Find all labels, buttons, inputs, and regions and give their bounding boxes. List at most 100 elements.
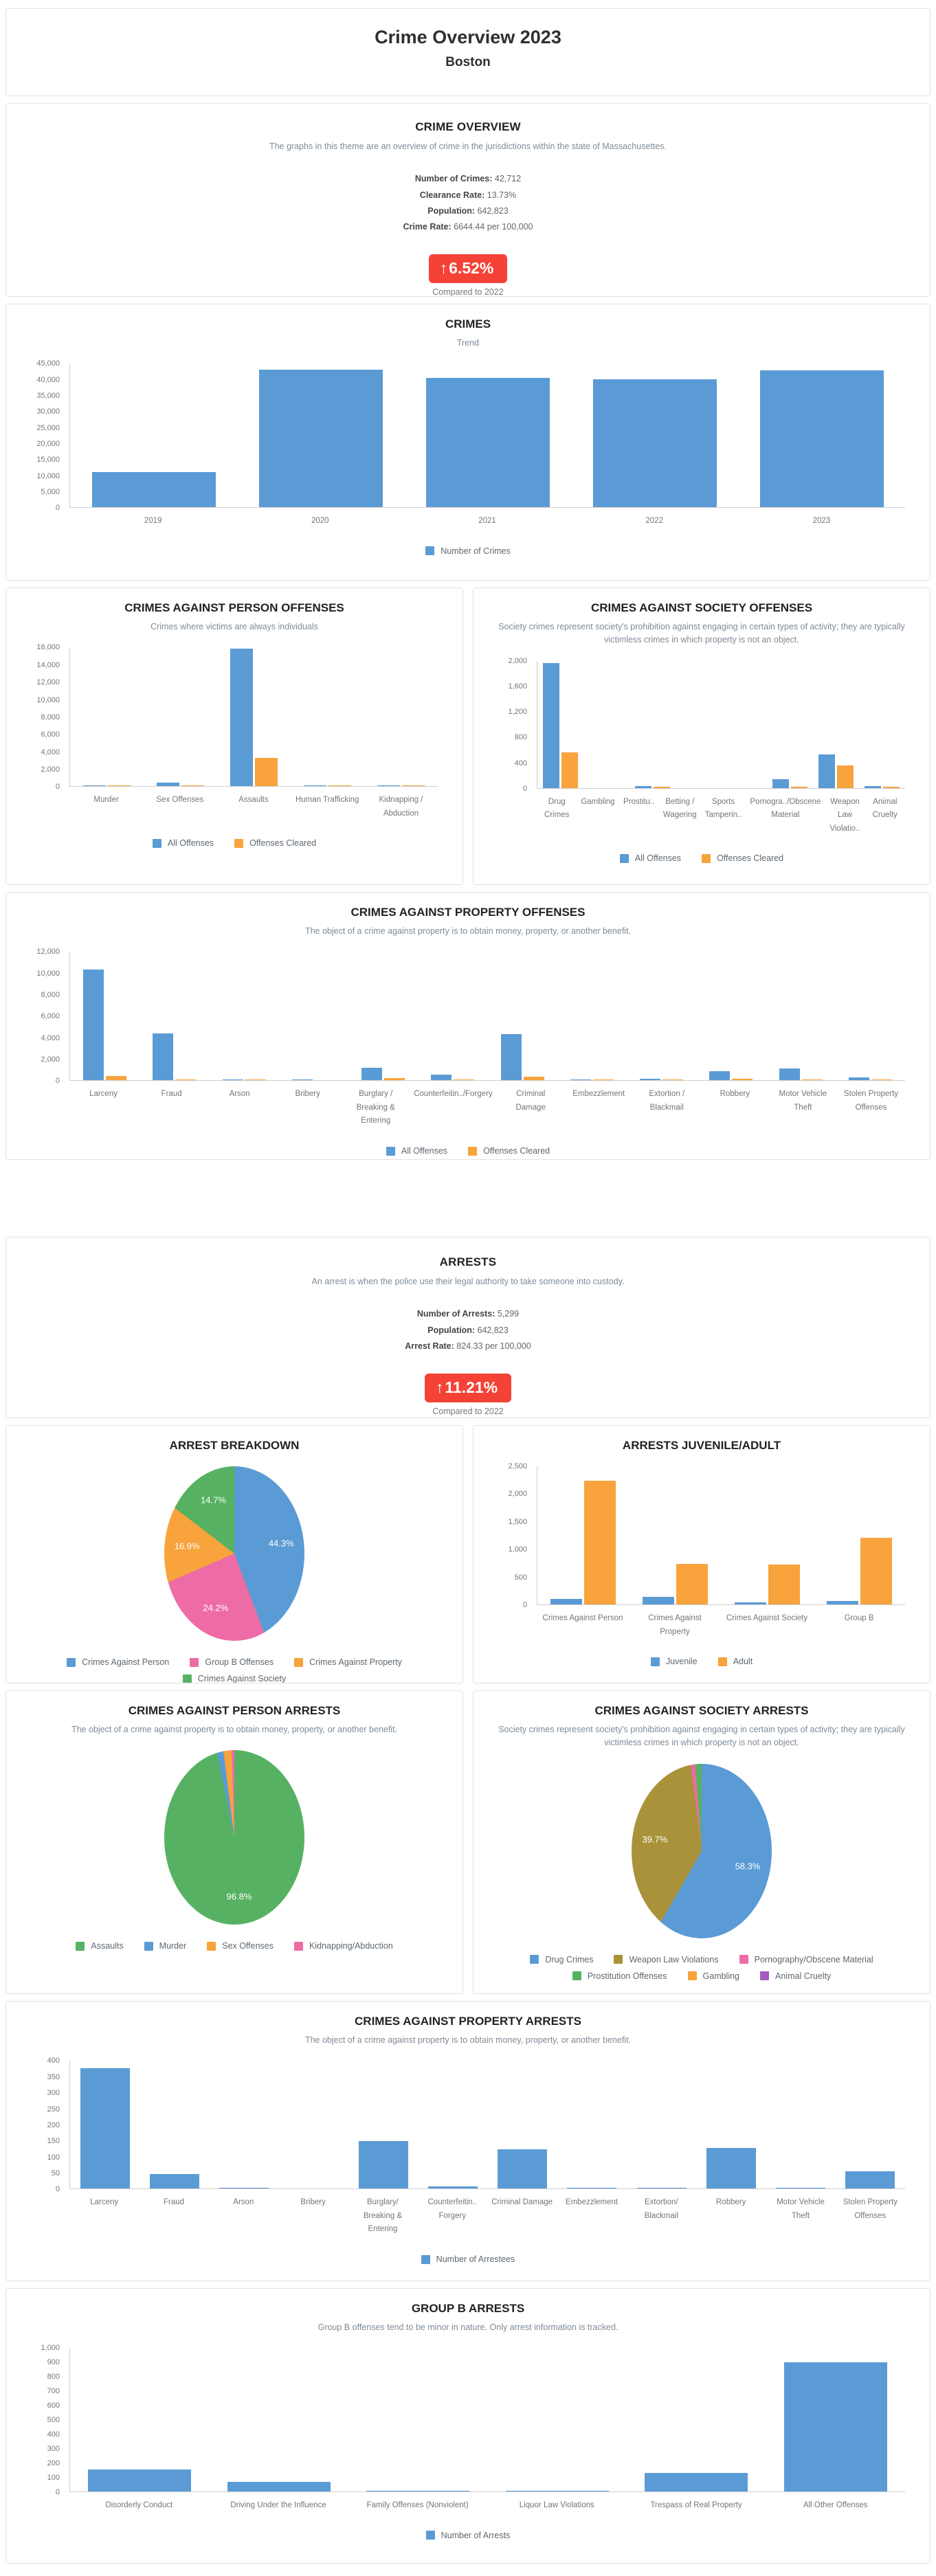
bar-number-of-arrests[interactable] (366, 2490, 470, 2492)
bar-number-of-arrestees[interactable] (845, 2171, 895, 2189)
bar-adult[interactable] (676, 1564, 709, 1604)
bar-adult[interactable] (584, 1480, 616, 1604)
bar-number-of-arrestees[interactable] (219, 2187, 269, 2189)
legend-item-number-of-crimes[interactable]: Number of Crimes (425, 546, 511, 556)
legend-item-gambling[interactable]: Gambling (687, 1971, 739, 1981)
bar-all-offenses[interactable] (772, 779, 790, 788)
bar-offenses-cleared[interactable] (384, 1078, 405, 1081)
bar-juvenile[interactable] (643, 1597, 675, 1604)
bar-offenses-cleared[interactable] (801, 1079, 823, 1081)
bar-offenses-cleared[interactable] (653, 787, 670, 788)
bar-number-of-arrests[interactable] (227, 2481, 331, 2492)
bar-juvenile[interactable] (550, 1598, 583, 1604)
legend-item-group-b-offenses[interactable]: Group B Offenses (190, 1657, 274, 1667)
legend-item-crimes-against-person[interactable]: Crimes Against Person (67, 1657, 169, 1667)
bar-all-offenses[interactable] (634, 785, 651, 788)
legend-item-weapon-law-violations[interactable]: Weapon Law Violations (614, 1955, 719, 1964)
bar-offenses-cleared[interactable] (592, 1079, 614, 1081)
pie-graphic[interactable] (164, 1750, 304, 1925)
bar-offenses-cleared[interactable] (454, 1079, 475, 1081)
bar-offenses-cleared[interactable] (523, 1077, 544, 1081)
legend-item-crimes-against-property[interactable]: Crimes Against Property (294, 1657, 402, 1667)
pie-graphic[interactable] (632, 1763, 772, 1938)
bar-number-of-crimes[interactable] (592, 379, 717, 508)
bar-all-offenses[interactable] (230, 648, 253, 787)
bar-adult[interactable] (768, 1564, 800, 1604)
bar-all-offenses[interactable] (431, 1075, 452, 1081)
legend-item-all-offenses[interactable]: All Offenses (386, 1146, 447, 1156)
bar-offenses-cleared[interactable] (561, 752, 578, 788)
bar-all-offenses[interactable] (361, 1068, 383, 1081)
bar-all-offenses[interactable] (570, 1079, 591, 1081)
bar-number-of-arrests[interactable] (783, 2362, 887, 2492)
bar-number-of-arrestees[interactable] (636, 2187, 687, 2189)
bar-all-offenses[interactable] (377, 785, 400, 787)
bar-all-offenses[interactable] (304, 785, 326, 787)
legend-item-number-of-arrests[interactable]: Number of Arrests (425, 2531, 510, 2540)
legend-item-offenses-cleared[interactable]: Offenses Cleared (468, 1146, 550, 1156)
legend-item-offenses-cleared[interactable]: Offenses Cleared (234, 838, 316, 848)
bar-number-of-crimes[interactable] (759, 370, 884, 508)
pie-chart[interactable]: 58.3% 39.7% (632, 1763, 772, 1938)
bar-number-of-arrests[interactable] (505, 2490, 609, 2492)
bar-number-of-arrestees[interactable] (80, 2068, 130, 2189)
bar-all-offenses[interactable] (157, 783, 179, 787)
bar-offenses-cleared[interactable] (791, 787, 808, 788)
bar-all-offenses[interactable] (709, 1071, 731, 1081)
legend-item-crimes-against-society[interactable]: Crimes Against Society (182, 1674, 286, 1683)
bar-offenses-cleared[interactable] (255, 757, 278, 787)
bar-all-offenses[interactable] (222, 1079, 243, 1081)
bar-offenses-cleared[interactable] (883, 787, 900, 788)
bar-offenses-cleared[interactable] (837, 765, 854, 788)
legend-item-number-of-arrestees[interactable]: Number of Arrestees (421, 2254, 515, 2264)
pie-chart[interactable]: 96.8% (164, 1750, 304, 1925)
bar-offenses-cleared[interactable] (402, 785, 425, 787)
bar-number-of-arrests[interactable] (88, 2469, 192, 2492)
bar-number-of-crimes[interactable] (91, 472, 216, 508)
bar-all-offenses[interactable] (818, 754, 836, 788)
legend-item-offenses-cleared[interactable]: Offenses Cleared (702, 853, 783, 863)
bar-offenses-cleared[interactable] (732, 1079, 753, 1081)
bar-offenses-cleared[interactable] (328, 785, 351, 787)
bar-offenses-cleared[interactable] (106, 1076, 127, 1081)
bar-adult[interactable] (860, 1538, 892, 1604)
bar-all-offenses[interactable] (542, 663, 559, 788)
bar-number-of-arrests[interactable] (645, 2473, 748, 2492)
legend-item-drug-crimes[interactable]: Drug Crimes (530, 1955, 593, 1964)
bar-offenses-cleared[interactable] (245, 1079, 266, 1081)
legend-item-adult[interactable]: Adult (717, 1657, 753, 1666)
bar-number-of-arrestees[interactable] (149, 2174, 199, 2189)
legend-item-prostitution-offenses[interactable]: Prostitution Offenses (572, 1971, 667, 1981)
bar-all-offenses[interactable] (291, 1079, 313, 1081)
bar-number-of-arrestees[interactable] (498, 2149, 548, 2189)
bar-juvenile[interactable] (826, 1601, 858, 1604)
bar-offenses-cleared[interactable] (871, 1079, 892, 1081)
legend-item-sex-offenses[interactable]: Sex Offenses (207, 1941, 274, 1951)
bar-all-offenses[interactable] (83, 785, 106, 787)
legend-item-animal-cruelty[interactable]: Animal Cruelty (760, 1971, 831, 1981)
bar-juvenile[interactable] (734, 1602, 766, 1604)
bar-all-offenses[interactable] (848, 1077, 869, 1081)
bar-all-offenses[interactable] (153, 1033, 174, 1081)
legend-item-assaults[interactable]: Assaults (76, 1941, 124, 1951)
bar-all-offenses[interactable] (640, 1079, 661, 1081)
bar-offenses-cleared[interactable] (175, 1079, 197, 1081)
legend-item-juvenile[interactable]: Juvenile (650, 1657, 698, 1666)
bar-number-of-crimes[interactable] (258, 369, 383, 508)
legend-item-murder[interactable]: Murder (144, 1941, 186, 1951)
legend-item-all-offenses[interactable]: All Offenses (152, 838, 214, 848)
legend-item-pornography-obscene-material[interactable]: Pornography/Obscene Material (739, 1955, 873, 1964)
bar-number-of-arrestees[interactable] (776, 2187, 826, 2189)
bar-number-of-arrestees[interactable] (427, 2186, 478, 2189)
bar-all-offenses[interactable] (865, 786, 882, 788)
bar-all-offenses[interactable] (500, 1034, 522, 1081)
bar-all-offenses[interactable] (83, 970, 104, 1081)
bar-number-of-crimes[interactable] (425, 378, 550, 508)
legend-item-kidnapping-abduction[interactable]: Kidnapping/Abduction (294, 1941, 393, 1951)
bar-number-of-arrestees[interactable] (567, 2187, 617, 2189)
bar-offenses-cleared[interactable] (181, 785, 204, 787)
pie-graphic[interactable] (164, 1466, 304, 1641)
pie-chart[interactable]: 44.3% 24.2% 16.9% 14.7% (164, 1466, 304, 1641)
bar-number-of-arrestees[interactable] (358, 2141, 408, 2189)
bar-offenses-cleared[interactable] (108, 785, 131, 787)
